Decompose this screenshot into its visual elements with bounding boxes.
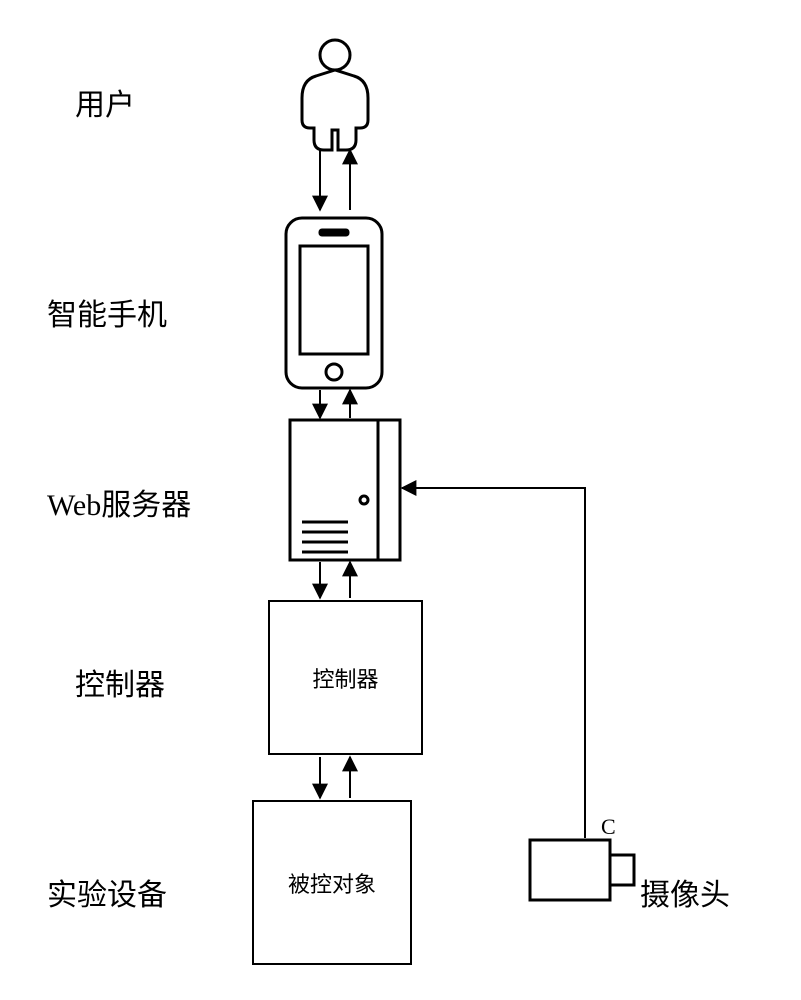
server-icon [290,420,400,560]
phone-icon [286,218,382,388]
controller-node: 控制器 [268,600,423,755]
label-device: 实验设备 [47,870,167,914]
controller-node-label: 控制器 [312,662,378,694]
camera-to-server-link [402,488,585,838]
camera-badge: C [601,814,616,839]
device-node: 被控对象 [252,800,412,965]
label-server: Web服务器 [47,480,191,524]
user-icon [302,40,368,150]
device-node-label: 被控对象 [288,867,376,899]
label-user: 用户 [75,80,135,124]
diagram-canvas: 用户 智能手机 Web服务器 控制器 实验设备 摄像头 控制器 被控对象 [0,0,801,1000]
label-controller: 控制器 [75,660,165,704]
label-phone: 智能手机 [47,290,167,334]
camera-icon: C [530,814,634,900]
label-camera: 摄像头 [640,870,730,914]
